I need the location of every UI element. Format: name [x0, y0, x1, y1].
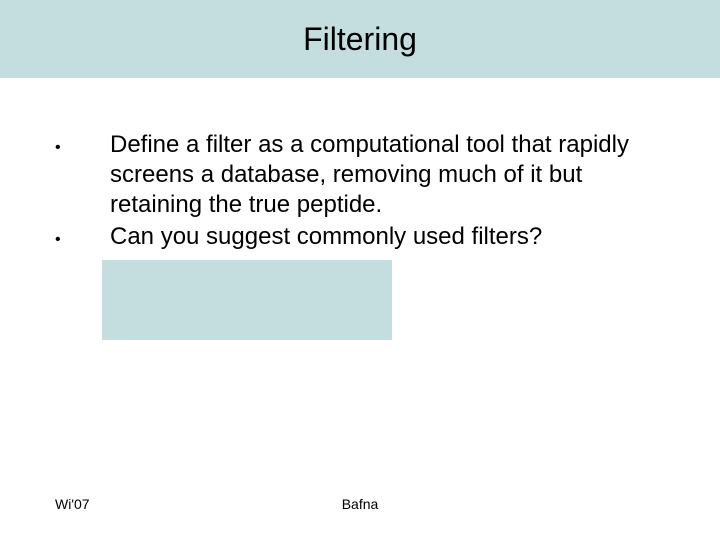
slide-title: Filtering: [303, 21, 417, 58]
cover-overlay: [102, 260, 392, 340]
footer-center: Bafna: [342, 496, 379, 512]
bullet-item: • Define a filter as a computational too…: [0, 130, 720, 220]
bullet-marker: •: [55, 222, 110, 254]
footer-left: Wi'07: [55, 496, 90, 512]
title-bar: Filtering: [0, 0, 720, 78]
bullet-marker: •: [55, 130, 110, 162]
bullet-text: Define a filter as a computational tool …: [110, 130, 680, 220]
bullet-item: • Can you suggest commonly used filters?: [0, 222, 720, 254]
bullet-text: Can you suggest commonly used filters?: [110, 222, 680, 252]
